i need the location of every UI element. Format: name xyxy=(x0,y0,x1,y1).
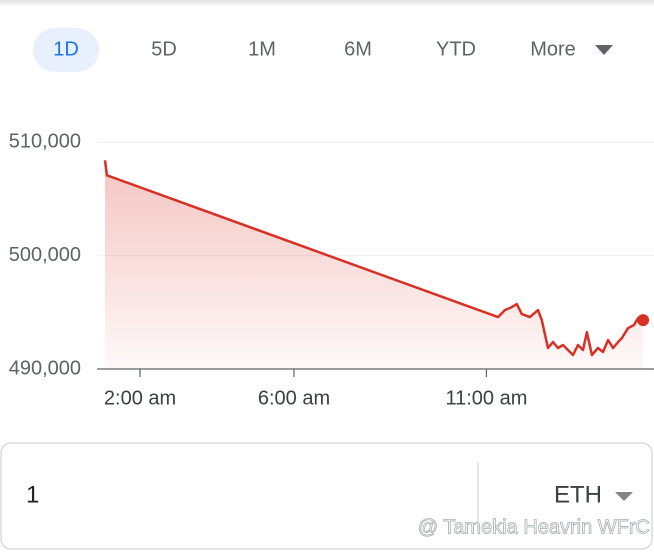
tabs: 1D 5D 1M 6M YTD More xyxy=(53,38,576,60)
converter-box[interactable] xyxy=(0,442,653,550)
x-tick-label: 6:00 am xyxy=(258,387,330,409)
top-shadow xyxy=(0,0,654,7)
y-tick-label: 500,000 xyxy=(9,244,81,266)
selected-tab-bg xyxy=(33,28,99,72)
dropdown-arrow xyxy=(595,45,613,55)
area-fill xyxy=(105,160,644,369)
x-tick-label: 2:00 am xyxy=(104,387,176,409)
watermark: @ Tamekia Heavrin WFrC xyxy=(418,516,650,538)
tab[interactable]: YTD xyxy=(436,38,476,60)
price-line xyxy=(103,160,644,357)
y-tick-label: 510,000 xyxy=(9,131,81,153)
tab[interactable]: 1D xyxy=(53,38,79,60)
tab[interactable]: More xyxy=(530,38,576,60)
chart: 490,000 500,000 510,000 2:00 am 6:00 am 11:00… xyxy=(9,131,654,409)
amount[interactable]: 1 xyxy=(26,481,39,508)
x-tick-label: 11:00 am xyxy=(445,387,527,409)
tab[interactable]: 6M xyxy=(344,38,372,60)
tab[interactable]: 1M xyxy=(248,38,276,60)
currency[interactable]: ETH xyxy=(554,481,602,508)
end-dot xyxy=(637,314,650,327)
y-tick-label: 490,000 xyxy=(9,357,81,379)
tab[interactable]: 5D xyxy=(151,38,177,60)
currency-arrow xyxy=(615,492,633,501)
